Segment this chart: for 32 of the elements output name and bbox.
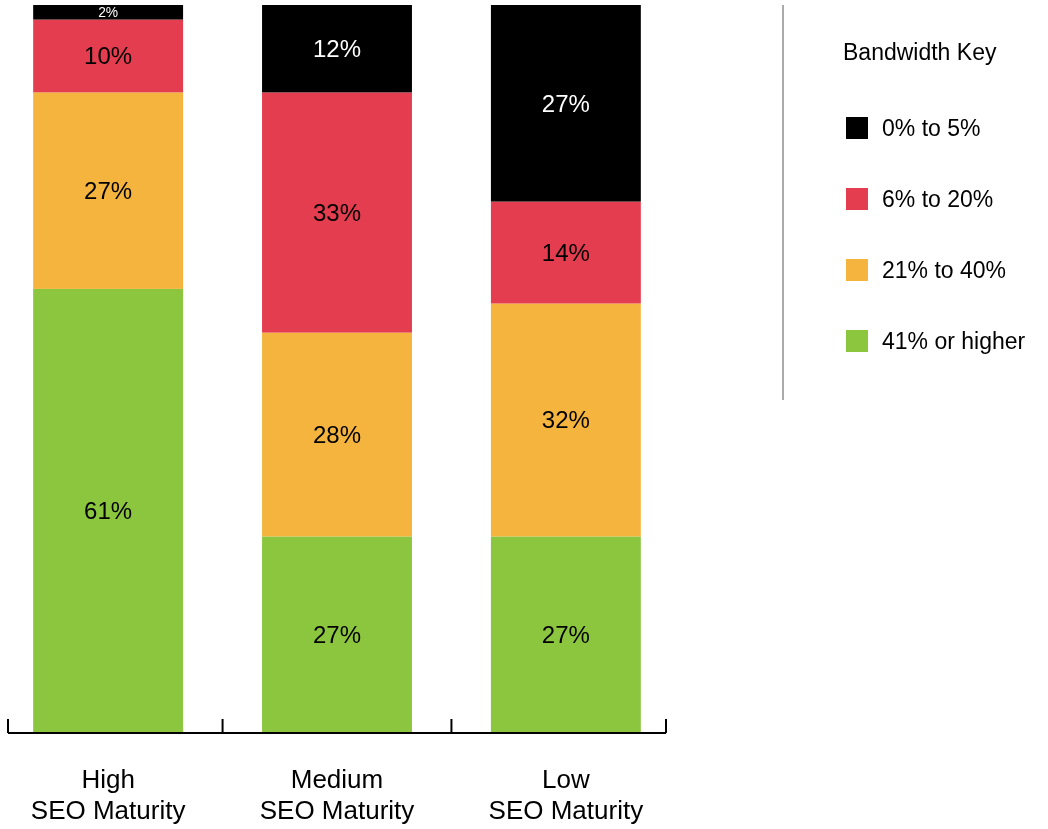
data-label: 61%	[84, 497, 133, 525]
bar	[490, 5, 641, 202]
data-label: 27%	[541, 621, 590, 649]
bar	[262, 92, 412, 333]
bar	[33, 92, 184, 289]
bar	[262, 332, 412, 537]
data-label: 2%	[98, 4, 119, 21]
bar	[33, 288, 184, 733]
legend-label: 6% to 20%	[882, 186, 994, 213]
bar	[33, 5, 184, 20]
data-label: 33%	[312, 198, 362, 226]
data-label: 14%	[541, 238, 590, 266]
data-label: 32%	[541, 406, 590, 434]
x-tick-label: High SEO Maturity	[30, 764, 186, 825]
legend-title: Bandwidth Key	[843, 39, 997, 65]
data-label: 27%	[84, 177, 133, 205]
bar	[262, 5, 412, 93]
x-tick-label: Medium SEO Maturity	[259, 764, 415, 825]
bar	[490, 303, 641, 537]
bar	[262, 536, 412, 733]
bar	[33, 19, 184, 93]
x-tick-label: Low SEO Maturity	[488, 764, 644, 825]
data-label: 28%	[312, 420, 362, 448]
legend-label: 21% to 40%	[882, 257, 1007, 284]
data-label: 10%	[84, 42, 133, 70]
bar	[490, 536, 641, 733]
legend-label: 41% or higher	[882, 328, 1026, 355]
data-label: 27%	[312, 621, 362, 649]
bar	[490, 201, 641, 304]
legend-label: 0% to 5%	[882, 115, 981, 142]
data-label: 12%	[312, 35, 362, 63]
data-label: 27%	[541, 89, 590, 117]
